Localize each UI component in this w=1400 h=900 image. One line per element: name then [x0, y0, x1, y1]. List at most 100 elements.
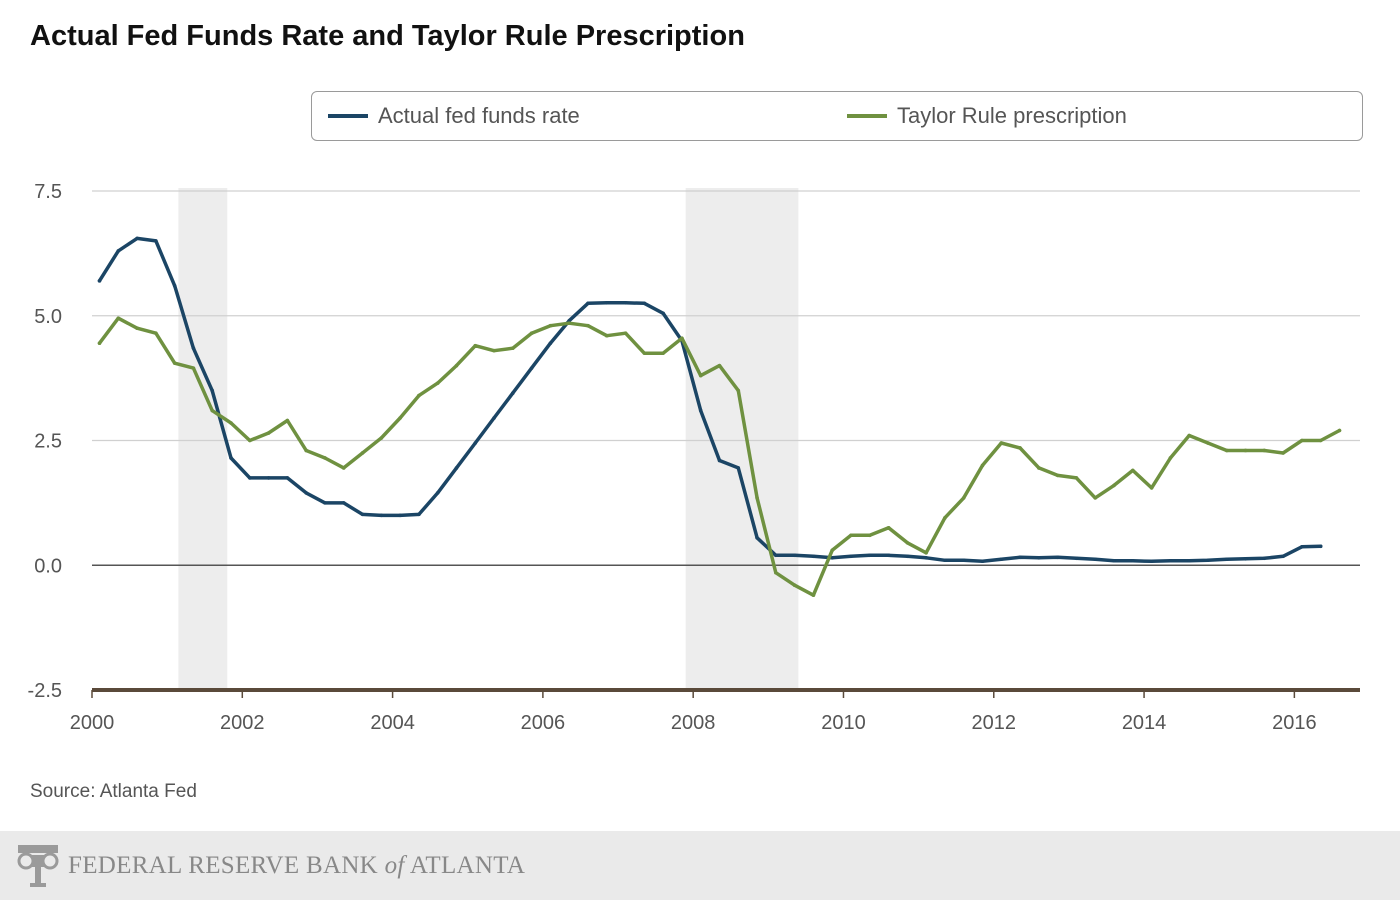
- actual-fed-funds-point: [1318, 544, 1323, 549]
- actual-fed-funds-point: [548, 341, 553, 345]
- actual-fed-funds-point: [1224, 557, 1229, 562]
- legend-item-taylor[interactable]: Taylor Rule prescription: [847, 92, 1127, 139]
- taylor-rule-point: [492, 348, 496, 353]
- actual-fed-funds-point: [1130, 558, 1135, 563]
- actual-fed-funds-point: [1187, 558, 1191, 563]
- taylor-rule-point: [1130, 468, 1135, 473]
- actual-fed-funds-point: [229, 456, 233, 460]
- taylor-rule-point: [661, 351, 665, 355]
- actual-fed-funds-point: [1243, 556, 1248, 561]
- taylor-rule-point: [417, 393, 421, 398]
- taylor-rule-point: [1055, 473, 1060, 478]
- taylor-rule-point: [1243, 448, 1248, 453]
- taylor-rule-point: [191, 366, 196, 370]
- x-tick-label: 2000: [70, 712, 115, 734]
- chart-title: Actual Fed Funds Rate and Taylor Rule Pr…: [30, 20, 745, 52]
- y-tick-label: 5.0: [34, 306, 62, 328]
- x-tick-label: 2006: [521, 712, 566, 734]
- actual-fed-funds-point: [210, 388, 215, 393]
- actual-fed-funds-point: [623, 300, 628, 305]
- actual-fed-funds-point: [116, 249, 121, 253]
- actual-fed-funds-point: [473, 441, 478, 445]
- actual-fed-funds-point: [1093, 557, 1098, 562]
- actual-fed-funds-point: [736, 466, 741, 470]
- actual-fed-funds-point: [811, 554, 816, 559]
- actual-fed-funds-point: [792, 553, 797, 558]
- actual-fed-funds-point: [980, 559, 985, 564]
- actual-fed-funds-point: [905, 554, 910, 559]
- actual-fed-funds-point: [867, 553, 872, 558]
- y-tick-label: -2.5: [28, 680, 62, 702]
- taylor-rule-point: [792, 583, 797, 588]
- taylor-rule-point: [379, 436, 384, 440]
- taylor-rule-point: [736, 388, 741, 393]
- taylor-rule-point: [285, 418, 290, 423]
- x-tick-label: 2008: [671, 712, 716, 734]
- actual-fed-funds-point: [755, 536, 759, 540]
- taylor-rule-point: [529, 331, 534, 336]
- actual-fed-funds-point: [717, 458, 722, 463]
- taylor-rule-point: [398, 416, 402, 420]
- taylor-rule-point: [830, 548, 835, 553]
- taylor-rule-point: [961, 496, 966, 500]
- taylor-rule-point: [1168, 456, 1173, 460]
- taylor-rule-point: [473, 343, 478, 348]
- actual-fed-funds-point: [1149, 559, 1154, 564]
- actual-fed-funds-point: [1055, 555, 1060, 560]
- taylor-rule-point: [1149, 486, 1154, 490]
- taylor-rule-point: [248, 438, 252, 443]
- taylor-rule-point: [323, 456, 327, 460]
- taylor-rule-point: [1300, 438, 1304, 443]
- taylor-rule-point: [717, 363, 722, 368]
- taylor-rule-point: [1074, 476, 1079, 480]
- taylor-rule-point: [905, 540, 910, 545]
- taylor-rule-point: [548, 323, 553, 328]
- taylor-rule-point: [567, 321, 571, 326]
- taylor-rule-point: [980, 463, 985, 468]
- actual-fed-funds-point: [341, 501, 346, 505]
- footer-org-of: of: [384, 852, 405, 879]
- actual-fed-funds-point: [511, 391, 515, 395]
- source-note: Source: Atlanta Fed: [30, 781, 197, 802]
- taylor-rule-point: [341, 466, 346, 470]
- actual-fed-funds-point: [961, 558, 966, 563]
- actual-fed-funds-point: [360, 512, 365, 517]
- taylor-rule-point: [642, 351, 647, 355]
- actual-fed-funds-point: [529, 366, 534, 370]
- legend-item-actual[interactable]: Actual fed funds rate: [328, 92, 580, 139]
- taylor-rule-point: [1281, 451, 1285, 455]
- actual-fed-funds-point: [172, 284, 177, 288]
- x-tick-label: 2014: [1122, 712, 1167, 734]
- taylor-rule-point: [680, 336, 684, 341]
- actual-fed-funds-point: [1206, 558, 1210, 563]
- taylor-rule-point: [698, 373, 703, 378]
- taylor-rule-point: [360, 451, 365, 455]
- taylor-rule-point: [266, 431, 271, 435]
- taylor-rule-point: [116, 316, 121, 321]
- taylor-rule-point: [755, 496, 759, 500]
- actual-fed-funds-point: [97, 279, 102, 283]
- x-tick-label: 2010: [821, 712, 866, 734]
- taylor-rule-point: [97, 341, 102, 345]
- actual-fed-funds-point: [304, 491, 308, 495]
- actual-fed-funds-point: [1074, 556, 1079, 561]
- legend-swatch-actual: [328, 113, 368, 118]
- taylor-rule-point: [304, 448, 308, 453]
- actual-fed-funds-point: [379, 513, 384, 518]
- actual-fed-funds-point: [586, 301, 590, 306]
- actual-fed-funds-point: [924, 555, 928, 560]
- actual-fed-funds-point: [886, 553, 891, 558]
- footer-org-name: FEDERAL RESERVE BANK of ATLANTA: [68, 852, 525, 880]
- x-tick-label: 2012: [972, 712, 1017, 734]
- taylor-rule-point: [1037, 466, 1041, 470]
- taylor-rule-point: [454, 363, 459, 368]
- actual-fed-funds-point: [1112, 558, 1116, 563]
- y-tick-label: 7.5: [34, 181, 62, 203]
- chart-legend: Actual fed funds rate Taylor Rule prescr…: [311, 91, 1363, 141]
- taylor-rule-point: [1262, 448, 1267, 453]
- taylor-rule-point: [623, 331, 628, 336]
- actual-fed-funds-point: [1018, 555, 1022, 560]
- x-tick-label: 2002: [220, 712, 265, 734]
- actual-fed-funds-point: [849, 554, 853, 559]
- footer-org-main: FEDERAL RESERVE BANK: [68, 852, 379, 879]
